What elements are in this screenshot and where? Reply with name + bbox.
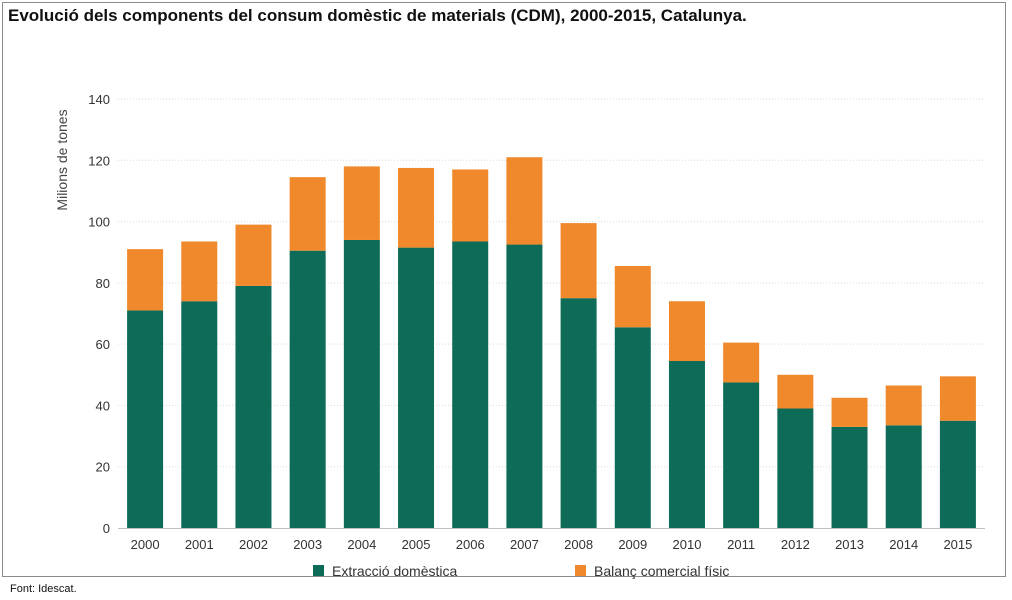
x-tick-label: 2015 [943,537,972,552]
bar-extraccio-2001 [181,301,218,528]
legend: Extracció domèstica Balanç comercial fís… [313,563,729,579]
x-tick-label: 2002 [239,537,268,552]
x-tick-label: 2007 [510,537,539,552]
bar-balanc-2002 [235,224,272,286]
bar-extraccio-2010 [668,360,705,528]
x-tick-label: 2011 [727,537,755,552]
bars [127,157,976,529]
x-tick-label: 2012 [781,537,810,552]
y-axis-ticks: 0 20 40 60 80 100 120 140 [88,92,110,536]
y-axis-label: Milions de tones [54,109,70,210]
bar-extraccio-2008 [560,298,597,528]
bar-extraccio-2000 [127,310,164,528]
legend-label-extraccio: Extracció domèstica [332,563,457,579]
x-tick-label: 2005 [402,537,431,552]
bar-extraccio-2009 [614,327,651,528]
bar-extraccio-2012 [777,408,814,528]
chart-frame [2,2,1006,577]
y-tick-label: 120 [88,153,110,168]
y-tick-label: 40 [96,398,110,413]
x-tick-label: 2001 [185,537,214,552]
bar-balanc-2000 [127,249,164,311]
y-tick-label: 80 [96,276,110,291]
bar-balanc-2011 [723,342,760,383]
bar-extraccio-2011 [723,382,760,528]
bar-balanc-2001 [181,241,218,302]
x-tick-label: 2014 [889,537,918,552]
bar-balanc-2008 [560,223,597,299]
y-tick-label: 140 [88,92,110,107]
y-tick-label: 60 [96,337,110,352]
bar-balanc-2010 [668,301,705,361]
bar-balanc-2012 [777,374,814,409]
x-tick-label: 2010 [673,537,702,552]
bar-balanc-2014 [885,385,922,426]
chart-title: Evolució dels components del consum domè… [8,6,747,25]
x-tick-label: 2006 [456,537,485,552]
legend-swatch-balanc [575,565,586,576]
source-note: Font: Idescat. [10,583,77,595]
x-tick-label: 2003 [293,537,322,552]
x-tick-label: 2009 [618,537,647,552]
legend-swatch-extraccio [313,565,324,576]
x-tick-label: 2000 [131,537,160,552]
bar-balanc-2006 [452,169,489,242]
bar-balanc-2007 [506,157,543,245]
bar-extraccio-2005 [398,247,435,528]
x-tick-label: 2008 [564,537,593,552]
bar-balanc-2015 [939,376,976,421]
x-tick-label: 2004 [347,537,376,552]
bar-extraccio-2002 [235,285,272,528]
y-tick-label: 0 [103,521,110,536]
bar-extraccio-2004 [343,239,380,528]
bar-balanc-2005 [398,167,435,248]
bar-extraccio-2014 [885,425,922,528]
y-tick-label: 100 [88,215,110,230]
bar-balanc-2013 [831,397,868,427]
bar-extraccio-2007 [506,244,543,528]
y-tick-label: 20 [96,460,110,475]
bar-extraccio-2015 [939,420,976,528]
x-tick-label: 2013 [835,537,864,552]
bar-extraccio-2006 [452,241,489,528]
bar-balanc-2009 [614,266,651,328]
bar-balanc-2003 [289,177,326,251]
legend-label-balanc: Balanç comercial físic [594,563,729,579]
bar-balanc-2004 [343,166,380,240]
bar-extraccio-2013 [831,426,868,528]
x-axis-ticks: 2000 2001 2002 2003 2004 2005 2006 2007 2008 2009… [131,537,973,552]
bar-extraccio-2003 [289,250,326,529]
